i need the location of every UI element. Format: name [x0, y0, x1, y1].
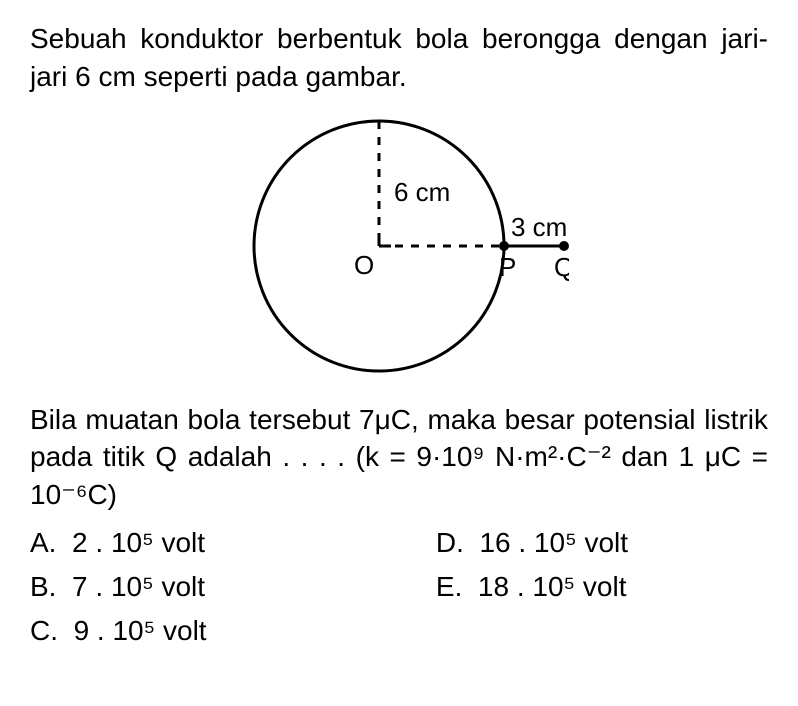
label-q: Q: [554, 252, 569, 282]
option-e-value: 18 . 10⁵ volt: [478, 571, 627, 602]
option-e-letter: E.: [436, 571, 462, 602]
options-right-column: D. 16 . 10⁵ volt E. 18 . 10⁵ volt: [436, 522, 768, 654]
label-6cm: 6 cm: [394, 177, 450, 207]
diagram-svg: 6 cm 3 cm O P Q: [229, 106, 569, 386]
options-left-column: A. 2 . 10⁵ volt B. 7 . 10⁵ volt C. 9 . 1…: [30, 522, 436, 654]
option-b: B. 7 . 10⁵ volt: [30, 566, 436, 608]
point-q-dot: [559, 241, 569, 251]
option-c-value: 9 . 10⁵ volt: [74, 615, 207, 646]
option-a: A. 2 . 10⁵ volt: [30, 522, 436, 564]
option-c-letter: C.: [30, 615, 58, 646]
diagram-container: 6 cm 3 cm O P Q: [30, 106, 768, 386]
option-c: C. 9 . 10⁵ volt: [30, 610, 436, 652]
label-3cm: 3 cm: [511, 212, 567, 242]
point-p-dot: [499, 241, 509, 251]
option-d-letter: D.: [436, 527, 464, 558]
option-a-letter: A.: [30, 527, 56, 558]
option-a-value: 2 . 10⁵ volt: [72, 527, 205, 558]
label-p: P: [499, 252, 516, 282]
circle-diagram: 6 cm 3 cm O P Q: [229, 106, 569, 386]
option-e: E. 18 . 10⁵ volt: [436, 566, 768, 608]
question-follow: Bila muatan bola tersebut 7μC, maka besa…: [30, 401, 768, 514]
option-b-value: 7 . 10⁵ volt: [72, 571, 205, 602]
options-container: A. 2 . 10⁵ volt B. 7 . 10⁵ volt C. 9 . 1…: [30, 522, 768, 654]
question-intro: Sebuah konduktor berbentuk bola berongga…: [30, 20, 768, 96]
label-o: O: [354, 250, 374, 280]
option-d-value: 16 . 10⁵ volt: [479, 527, 628, 558]
option-b-letter: B.: [30, 571, 56, 602]
option-d: D. 16 . 10⁵ volt: [436, 522, 768, 564]
